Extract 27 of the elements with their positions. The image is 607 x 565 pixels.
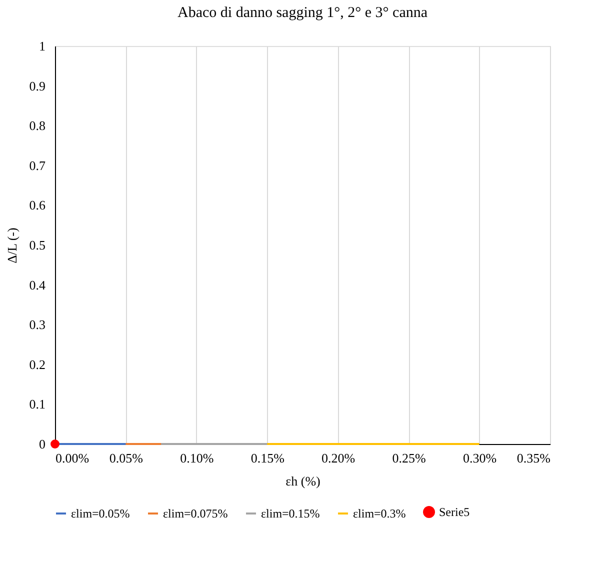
y-tick-label: 0.2 bbox=[29, 356, 46, 372]
x-tick-label: 0.30% bbox=[462, 450, 497, 466]
legend-label: εlim=0.3% bbox=[353, 506, 406, 520]
chart-title: Abaco di danno sagging 1°, 2° e 3° canna bbox=[177, 5, 428, 21]
x-tick-label: 0.15% bbox=[250, 450, 285, 466]
legend-label: Serie5 bbox=[439, 505, 470, 519]
x-tick-label: 0.10% bbox=[180, 450, 214, 466]
x-tick-label: 0.35% bbox=[516, 450, 551, 466]
x-tick-label: 0.00% bbox=[56, 450, 90, 466]
x-tick-label: 0.05% bbox=[109, 450, 144, 466]
y-tick-label: 0.6 bbox=[29, 198, 46, 213]
y-tick-label: 0.4 bbox=[29, 277, 46, 292]
y-tick-label: 0.7 bbox=[29, 158, 46, 173]
y-tick-label: 0.8 bbox=[29, 118, 46, 134]
x-tick-label: 0.25% bbox=[392, 450, 426, 466]
y-tick-label: 0.5 bbox=[29, 238, 46, 252]
legend-label: εlim=0.075% bbox=[163, 506, 228, 520]
y-tick-label: 0.9 bbox=[29, 78, 46, 94]
y-axis-title: Δ/L (-) bbox=[4, 228, 20, 264]
y-tick-label: 0 bbox=[39, 436, 46, 452]
y-tick-label: 0.3 bbox=[29, 317, 46, 332]
y-tick-label: 1 bbox=[39, 38, 46, 54]
legend-label: εlim=0.15% bbox=[261, 506, 320, 520]
x-axis-title: εh (%) bbox=[286, 474, 320, 488]
legend-label: εlim=0.05% bbox=[71, 506, 130, 520]
x-tick-label: 0.20% bbox=[322, 450, 356, 466]
y-tick-label: 0.1 bbox=[29, 396, 46, 412]
